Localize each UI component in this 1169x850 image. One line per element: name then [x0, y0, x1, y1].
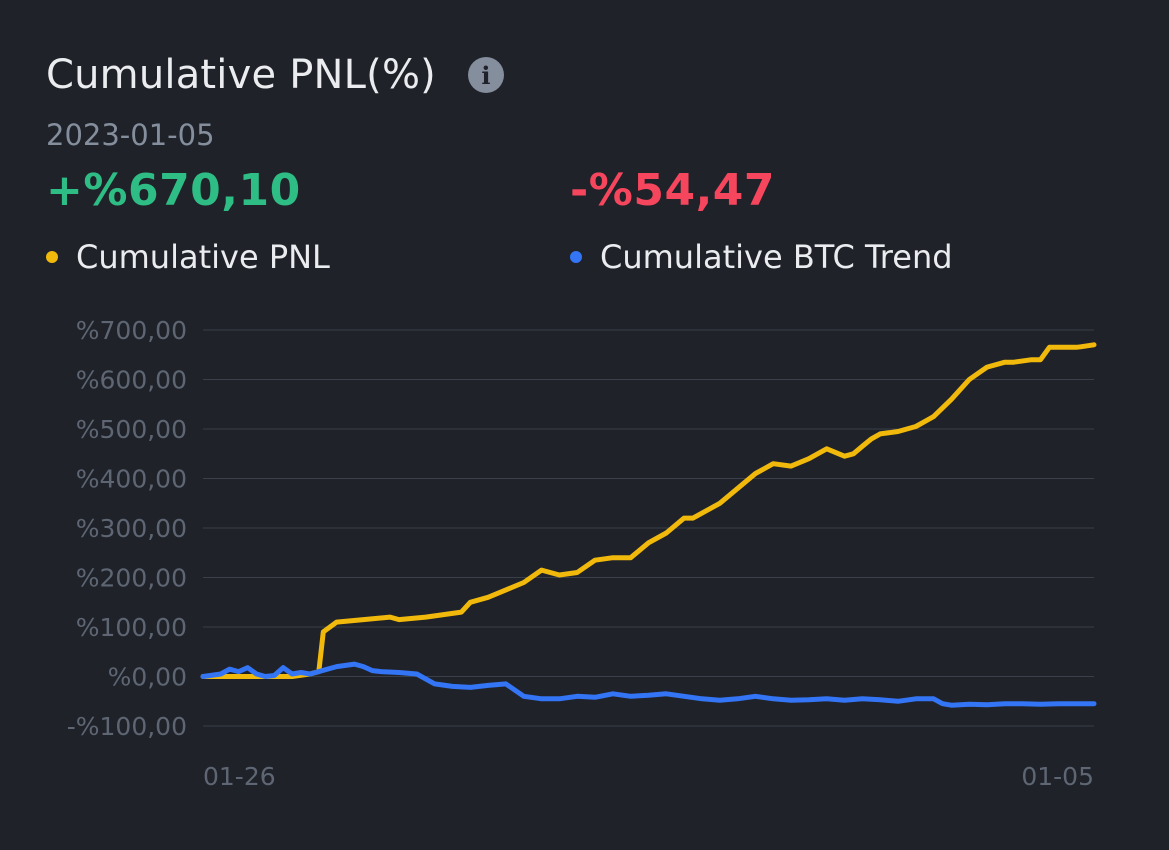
y-tick-label: %300,00 — [76, 514, 187, 543]
series-line-cumulative-pnl — [200, 342, 1097, 679]
legend-dot-btc-icon — [570, 251, 582, 263]
y-tick-label: %400,00 — [76, 465, 187, 494]
page-title: Cumulative PNL(%) — [46, 52, 436, 98]
y-tick-label: %200,00 — [76, 564, 187, 593]
legend-btc: Cumulative BTC Trend — [570, 238, 953, 276]
x-tick-label: 01-05 — [1021, 762, 1094, 791]
legend-dot-pnl-icon — [46, 251, 58, 263]
pnl-value: +%670,10 — [46, 165, 301, 216]
y-tick-label: %0,00 — [108, 663, 187, 692]
legend-btc-label: Cumulative BTC Trend — [600, 238, 953, 276]
legend-pnl: Cumulative PNL — [46, 238, 330, 276]
legend-pnl-label: Cumulative PNL — [76, 238, 330, 276]
btc-value: -%54,47 — [570, 165, 776, 216]
y-tick-label: %100,00 — [76, 613, 187, 642]
y-tick-label: %700,00 — [76, 316, 187, 345]
pnl-chart: -%100,00 %0,00 %100,00 %200,00 %300,00 %400,0… — [67, 316, 1097, 791]
series-line-btc-trend — [200, 661, 1097, 708]
info-icon[interactable]: i — [467, 57, 504, 93]
title-row: Cumulative PNL(%) i — [46, 52, 504, 98]
y-tick-label: %500,00 — [76, 415, 187, 444]
y-tick-label: %600,00 — [76, 366, 187, 395]
y-tick-label: -%100,00 — [67, 712, 187, 741]
date-label: 2023-01-05 — [46, 118, 215, 152]
x-tick-label: 01-26 — [203, 762, 276, 791]
